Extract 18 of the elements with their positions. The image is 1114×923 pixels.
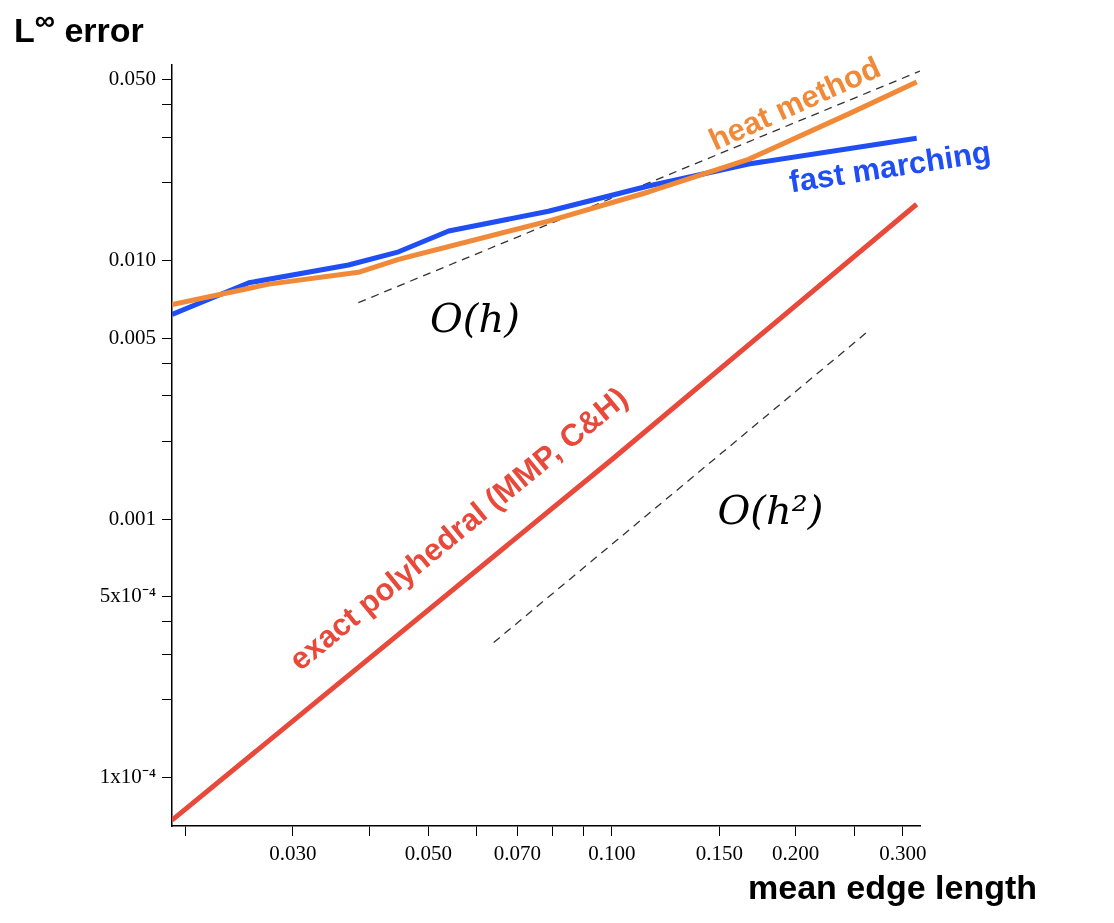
x-tick-label: 0.070	[493, 841, 542, 866]
y-axis-title: L$^{∞}$ error	[14, 4, 144, 51]
y-tick-label: 0.001	[108, 505, 156, 530]
x-tick-label: 0.300	[879, 841, 927, 866]
y-tick-label: 5x10⁻⁴	[99, 583, 156, 608]
y-tick-label: 1x10⁻⁴	[99, 764, 156, 789]
y-tick-label: 0.050	[108, 66, 156, 91]
y-tick-label: 0.005	[108, 324, 156, 349]
x-axis-title: mean edge length	[748, 868, 1038, 907]
x-tick-label: 0.030	[269, 841, 317, 866]
x-tick-label: 0.150	[695, 841, 743, 866]
y-tick-label: 0.010	[108, 246, 156, 271]
x-tick-label: 0.100	[588, 841, 636, 866]
text: fast marching	[786, 133, 994, 200]
x-tick-label: 0.050	[404, 841, 452, 866]
annotation: O(h²)	[717, 487, 824, 534]
x-tick-label: 0.200	[771, 841, 820, 866]
annotation: O(h)	[430, 294, 520, 341]
